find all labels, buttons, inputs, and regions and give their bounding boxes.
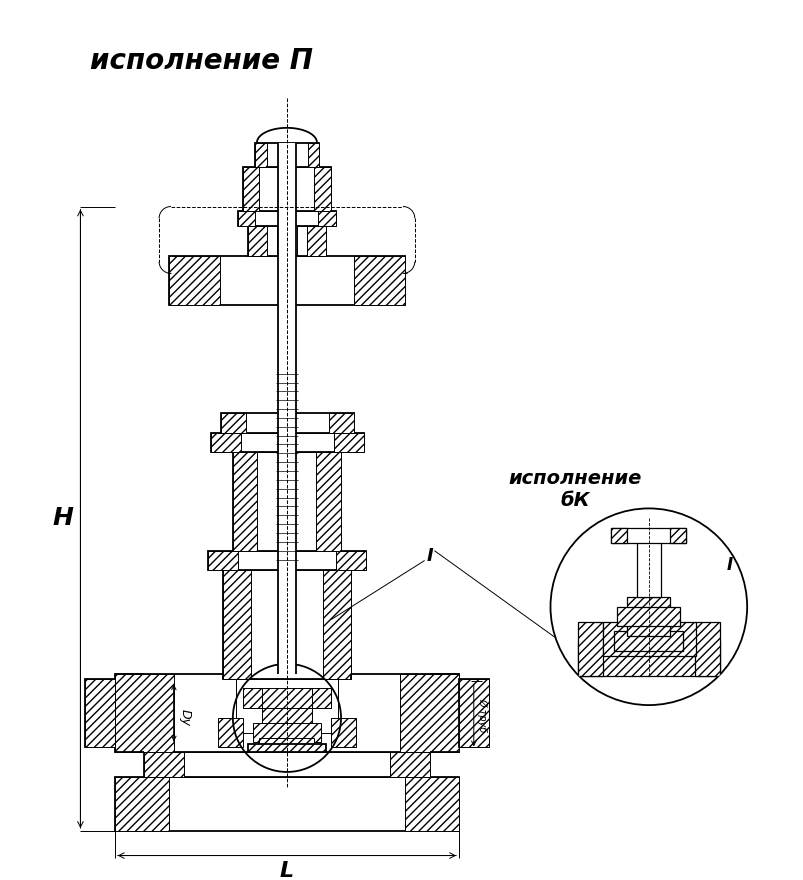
Bar — [85, 678, 115, 747]
Bar — [243, 688, 262, 708]
Bar — [115, 673, 459, 752]
Bar — [318, 211, 336, 226]
Bar — [306, 226, 326, 256]
Bar — [308, 143, 319, 167]
Bar — [145, 752, 183, 777]
Bar — [247, 744, 326, 752]
Bar — [611, 528, 685, 543]
Bar — [353, 256, 405, 304]
Text: I: I — [725, 556, 732, 575]
Bar — [316, 452, 340, 551]
Bar — [400, 673, 459, 752]
Bar — [252, 722, 321, 743]
Bar — [222, 570, 251, 678]
Bar — [331, 718, 356, 747]
Bar — [577, 621, 602, 676]
Bar — [255, 143, 267, 167]
Bar — [115, 777, 459, 831]
Bar — [222, 570, 350, 678]
Bar — [233, 452, 340, 551]
Bar — [145, 752, 429, 777]
Bar — [694, 621, 719, 676]
Bar — [259, 737, 314, 752]
Bar — [221, 413, 353, 433]
Text: исполнение П: исполнение П — [90, 47, 313, 75]
Text: Dy: Dy — [178, 709, 192, 726]
Bar — [336, 551, 365, 570]
Bar — [221, 413, 246, 433]
Bar — [459, 678, 488, 747]
Bar — [323, 570, 350, 678]
Bar — [238, 211, 336, 226]
Bar — [602, 621, 695, 656]
Bar — [334, 433, 363, 452]
Bar — [626, 597, 670, 636]
Bar — [243, 167, 331, 211]
Bar — [577, 642, 719, 676]
Bar — [459, 678, 488, 747]
Bar — [405, 777, 459, 831]
Bar — [613, 631, 683, 651]
Text: L: L — [279, 862, 294, 880]
Bar — [247, 226, 326, 256]
Text: Н: Н — [52, 506, 73, 531]
Text: исполнение
бК: исполнение бК — [507, 469, 641, 510]
Circle shape — [550, 509, 746, 705]
Bar — [247, 226, 267, 256]
Bar — [611, 528, 626, 543]
Bar — [255, 143, 319, 167]
Bar — [670, 528, 685, 543]
Bar — [389, 752, 429, 777]
Bar — [115, 673, 173, 752]
Bar — [243, 167, 259, 211]
Bar — [218, 718, 243, 747]
Bar — [636, 538, 660, 597]
Bar — [235, 678, 337, 733]
Bar — [311, 688, 331, 708]
Bar — [169, 256, 220, 304]
Bar — [85, 678, 115, 747]
Bar — [262, 708, 311, 743]
Bar — [278, 143, 296, 673]
Bar — [243, 688, 331, 708]
Bar — [115, 777, 169, 831]
Bar — [238, 211, 255, 226]
Bar — [328, 413, 353, 433]
Bar — [617, 606, 679, 627]
Bar — [169, 256, 405, 304]
Bar — [233, 452, 257, 551]
Bar — [211, 433, 240, 452]
Text: I: I — [426, 546, 432, 565]
Text: Ø труб: Ø труб — [477, 698, 487, 732]
Bar — [314, 167, 331, 211]
Bar — [208, 551, 365, 570]
Bar — [208, 551, 238, 570]
Bar — [211, 433, 363, 452]
